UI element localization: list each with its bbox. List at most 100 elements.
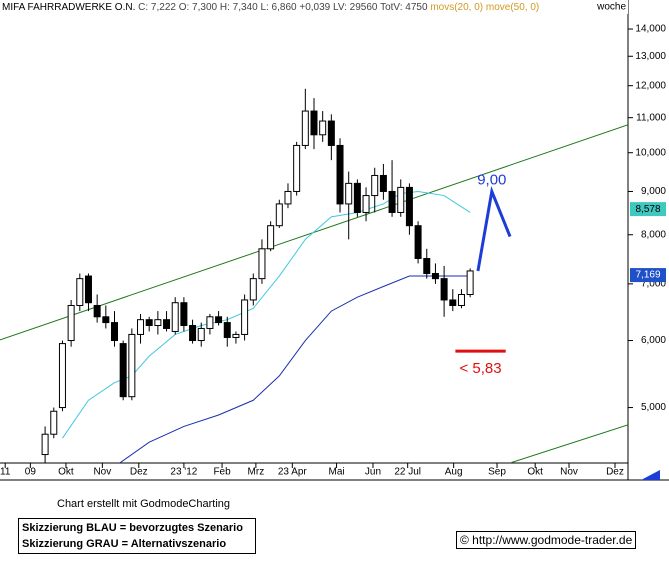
x-tick-label: 23 '12 bbox=[170, 467, 197, 478]
x-tick-label: 22 Jul bbox=[394, 467, 421, 478]
candle-body bbox=[310, 110, 318, 136]
candle-body bbox=[466, 270, 474, 296]
legend-entry: movs(20, 0) bbox=[430, 2, 483, 13]
plot bbox=[0, 88, 628, 463]
candle-body bbox=[249, 278, 257, 301]
x-tick-label: Nov bbox=[93, 467, 111, 478]
candle-body bbox=[206, 316, 214, 329]
value-box bbox=[630, 202, 666, 217]
note: Skizzierung GRAU = Alternativszenario bbox=[22, 538, 227, 550]
candle-body bbox=[267, 225, 275, 250]
candle-body bbox=[423, 257, 431, 274]
candle-body bbox=[405, 186, 413, 227]
x-tick-label: Sep bbox=[488, 467, 506, 478]
candle-body bbox=[353, 182, 361, 213]
candle-body bbox=[345, 182, 353, 205]
chart-title: MIFA FAHRRADWERKE O.N. bbox=[2, 2, 135, 13]
y-tick-label: 9,000 bbox=[641, 186, 666, 197]
x-tick-label: Dez bbox=[130, 467, 148, 478]
x-tick-label: Dez bbox=[606, 467, 624, 478]
candle-body bbox=[379, 174, 387, 192]
candle-body bbox=[449, 299, 457, 306]
candle-body bbox=[163, 319, 171, 329]
candle-body bbox=[301, 110, 309, 146]
candle-body bbox=[327, 120, 335, 146]
y-tick-label: 7,000 bbox=[641, 278, 666, 289]
candle-body bbox=[137, 319, 145, 335]
y-tick-label: 12,000 bbox=[635, 80, 666, 91]
candle-body bbox=[67, 304, 75, 342]
x-tick-label: Jun bbox=[365, 467, 381, 478]
y-tick-label: 8,000 bbox=[641, 229, 666, 240]
x-tick-label: Okt bbox=[527, 467, 543, 478]
x-tick-label: 09 bbox=[25, 467, 37, 478]
trendline bbox=[509, 424, 628, 463]
candle-body bbox=[440, 278, 448, 301]
candle-body bbox=[84, 275, 92, 304]
candle-body bbox=[145, 319, 153, 327]
candle-body bbox=[76, 278, 84, 306]
candle-body bbox=[362, 195, 370, 213]
candle-body bbox=[388, 190, 396, 213]
y-tick-label: 6,000 bbox=[641, 335, 666, 346]
x-tick-label: Feb bbox=[213, 467, 231, 478]
scenario-label: < 5,83 bbox=[459, 360, 501, 377]
candle-body bbox=[232, 333, 240, 338]
candle-body bbox=[414, 225, 422, 259]
candle-body bbox=[284, 190, 292, 205]
candle-body bbox=[58, 343, 66, 409]
header-bg bbox=[0, 0, 628, 14]
x-tick-label: 11 bbox=[0, 467, 11, 478]
header: MIFA FAHRRADWERKE O.N. C: 7,222 O: 7,300… bbox=[2, 2, 539, 13]
candle-body bbox=[171, 302, 179, 332]
y-tick-label: 5,000 bbox=[641, 402, 666, 413]
candle-body bbox=[336, 144, 344, 205]
candle-body bbox=[189, 325, 197, 342]
legend-entry: move(50, 0) bbox=[486, 2, 539, 13]
quote: C: 7,222 O: 7,300 H: 7,340 L: 6,860 +0,0… bbox=[138, 2, 428, 13]
moving-average bbox=[119, 275, 471, 463]
x-tick-label: Nov bbox=[560, 467, 578, 478]
candle-body bbox=[180, 302, 188, 327]
candle-body bbox=[431, 272, 439, 280]
candle-body bbox=[457, 294, 465, 306]
x-tick-label: Aug bbox=[445, 467, 463, 478]
chart: 5,000 6,000 7,000 8,000 9,000 10,000 11,000 12,… bbox=[0, 0, 669, 481]
candle-body bbox=[397, 186, 405, 213]
candle-body bbox=[223, 322, 231, 338]
y-tick-label: 10,000 bbox=[635, 147, 666, 158]
candle-body bbox=[110, 322, 118, 342]
period: woche bbox=[596, 2, 626, 13]
candle-body bbox=[258, 248, 266, 280]
x-tick-label: Mai bbox=[328, 467, 344, 478]
value-box bbox=[630, 268, 666, 283]
credit: Chart erstellt mit GodmodeCharting bbox=[57, 498, 231, 510]
x-tick-label: 23 Apr bbox=[278, 467, 308, 478]
x-tick-label: Mrz bbox=[248, 467, 265, 478]
y-tick-label: 14,000 bbox=[635, 24, 666, 35]
note: Skizzierung BLAU = bevorzugtes Szenario bbox=[22, 522, 243, 534]
value-box-label: 7,169 bbox=[635, 270, 660, 281]
y-tick-label: 11,000 bbox=[636, 112, 666, 123]
candle-body bbox=[275, 203, 283, 227]
candle-body bbox=[102, 316, 110, 324]
candle-body bbox=[215, 316, 223, 324]
notes: Skizzierung BLAU = bevorzugtes Szenario … bbox=[18, 518, 256, 554]
icon bbox=[641, 470, 660, 480]
candle-body bbox=[241, 299, 249, 335]
url: © http://www.godmode-trader.de bbox=[456, 531, 637, 549]
candle-body bbox=[319, 120, 327, 136]
candle-body bbox=[154, 319, 162, 327]
candle-body bbox=[371, 174, 379, 197]
candle-body bbox=[119, 343, 127, 398]
candle-body bbox=[93, 304, 101, 318]
x-tick-label: Okt bbox=[58, 467, 74, 478]
candle-body bbox=[128, 333, 136, 398]
y-tick-label: 13,000 bbox=[635, 51, 666, 62]
candle-body bbox=[41, 433, 49, 456]
value-box-label: 8,578 bbox=[635, 204, 660, 215]
candle-body bbox=[197, 327, 205, 342]
candle-body bbox=[293, 144, 301, 192]
scenario-line bbox=[476, 186, 512, 272]
